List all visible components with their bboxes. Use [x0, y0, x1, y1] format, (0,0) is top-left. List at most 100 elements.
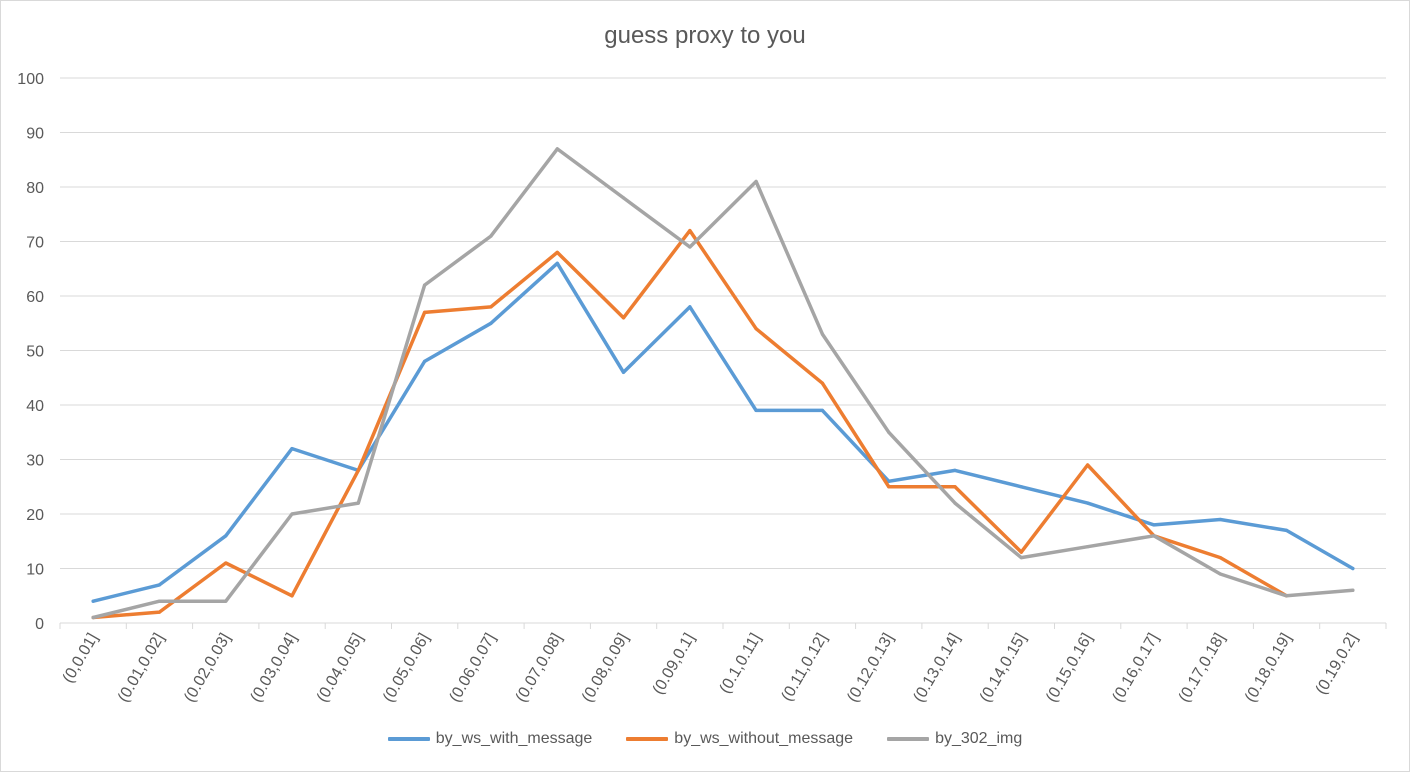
x-tick-label: (0.05,0.06]: [380, 631, 433, 706]
x-tick-label: (0.15,0.16]: [1043, 631, 1096, 706]
data-point: [224, 534, 228, 538]
x-tick-label: (0.02,0.03]: [181, 631, 234, 706]
data-point: [820, 332, 825, 336]
data-point: [356, 501, 360, 505]
data-point: [1218, 572, 1222, 576]
data-point: [489, 321, 493, 325]
data-point: [1218, 556, 1222, 560]
data-point: [1152, 523, 1156, 527]
legend-item: by_ws_with_message: [387, 730, 593, 748]
data-point: [157, 583, 162, 587]
x-tick-label: (0.18,0.19]: [1242, 631, 1295, 706]
data-point: [1086, 463, 1090, 467]
data-point: [621, 196, 626, 200]
data-point: [224, 561, 228, 565]
data-point: [1284, 528, 1289, 532]
data-point: [157, 599, 162, 603]
data-point: [621, 316, 626, 320]
y-tick-label: 30: [26, 453, 44, 470]
series-line-by_302_img: by_302_img: [91, 147, 1355, 620]
x-tick-label: (0.06,0.07]: [446, 631, 499, 706]
data-point: [290, 447, 294, 451]
data-point: [224, 599, 228, 603]
y-tick-label: 20: [26, 507, 44, 524]
data-point: [1019, 556, 1023, 560]
x-tick-label: (0.04,0.05]: [314, 631, 367, 706]
x-tick-label: (0.12,0.13]: [844, 631, 897, 706]
data-point: [157, 610, 162, 614]
y-tick-label: 40: [26, 398, 44, 415]
y-tick-label: 90: [26, 126, 44, 143]
data-point: [1218, 517, 1222, 522]
x-tick-label: (0.09,0.1]: [650, 631, 699, 698]
data-point: [1351, 588, 1355, 592]
y-tick-label: 70: [26, 235, 44, 252]
y-tick-label: 60: [26, 289, 44, 306]
data-point: [1351, 566, 1355, 571]
x-tick-label: (0.13,0.14]: [911, 631, 964, 706]
legend-swatch: [626, 737, 669, 741]
data-point: [1086, 501, 1090, 505]
data-point: [555, 147, 559, 151]
data-point: [953, 485, 957, 489]
data-point: [489, 305, 493, 309]
data-point: [423, 310, 427, 314]
data-point: [621, 370, 626, 374]
y-axis: 0 10 20 30 40 50 60 70 80 90 100: [17, 71, 44, 633]
data-point: [887, 430, 891, 434]
data-point: [1019, 550, 1023, 554]
y-tick-label: 80: [26, 180, 44, 197]
legend-swatch: [887, 737, 930, 741]
y-tick-label: 10: [26, 562, 44, 579]
legend-label: by_302_img: [935, 730, 1023, 747]
x-tick-label: (0.14,0.15]: [977, 631, 1030, 706]
x-tick-label: (0.19,0.2]: [1313, 631, 1362, 698]
x-axis: (0,0.01] (0.01,0.02] (0.02,0.03] (0.03,0.04…: [59, 622, 1387, 706]
x-tick-label: (0.07,0.08]: [513, 631, 566, 706]
gridlines: [60, 77, 1386, 569]
legend-item: by_302_img: [887, 730, 1022, 748]
data-point: [1019, 485, 1023, 489]
data-point: [423, 359, 427, 363]
data-point: [820, 408, 825, 413]
data-point: [290, 512, 294, 516]
series-line-by_ws_with_message: by_ws_with_message: [91, 261, 1355, 603]
legend-label: by_ws_without_message: [674, 730, 854, 747]
y-tick-label: 0: [35, 616, 44, 633]
data-point: [688, 229, 692, 233]
data-point: [1152, 534, 1156, 538]
data-point: [555, 261, 559, 265]
data-point: [754, 327, 758, 331]
series-line-by_ws_without_message: by_ws_without_message: [91, 228, 1289, 620]
x-tick-label: (0.16,0.17]: [1109, 631, 1162, 706]
legend: by_ws_with_message by_ws_without_message b…: [0, 730, 1410, 748]
legend-label: by_ws_with_message: [435, 730, 593, 747]
data-point: [91, 615, 95, 620]
data-point: [91, 599, 95, 603]
data-point: [688, 245, 692, 249]
series-layer: by_ws_with_messageby_ws_without_messageb…: [91, 147, 1355, 620]
data-point: [754, 179, 758, 184]
x-tick-label: (0.17,0.18]: [1176, 631, 1229, 706]
legend-item: by_ws_without_message: [626, 730, 853, 748]
data-point: [754, 408, 758, 413]
data-point: [489, 234, 493, 238]
data-point: [887, 479, 891, 483]
x-tick-label: (0.11,0.12]: [779, 631, 831, 705]
data-point: [555, 250, 559, 254]
data-point: [953, 501, 957, 505]
x-tick-label: (0.03,0.04]: [248, 631, 301, 706]
data-point: [1284, 594, 1289, 598]
data-point: [290, 594, 294, 598]
data-point: [953, 468, 957, 472]
chart-title: guess proxy to you: [604, 22, 806, 49]
x-tick-label: (0.01,0.02]: [115, 631, 168, 706]
x-tick-label: (0.08,0.09]: [579, 631, 632, 706]
data-point: [423, 283, 427, 287]
x-tick-label: (0.1,0.11]: [717, 631, 765, 697]
data-point: [820, 381, 825, 385]
y-tick-label: 50: [26, 344, 44, 361]
data-point: [688, 305, 692, 309]
legend-swatch: [387, 737, 430, 741]
